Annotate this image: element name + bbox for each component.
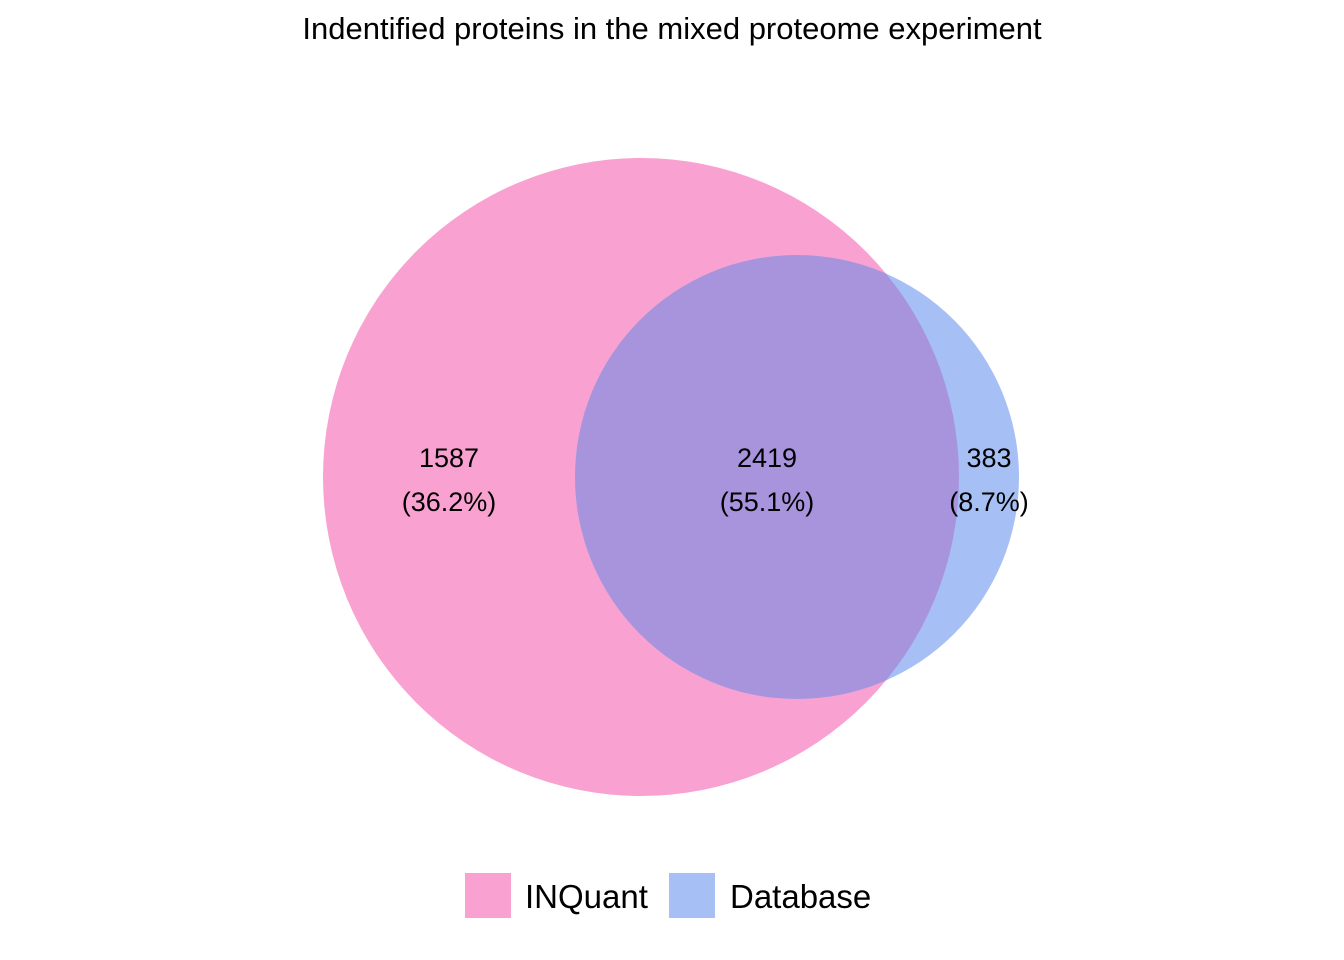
overlap-region [575, 255, 959, 699]
database-only-count: 383 [966, 443, 1011, 473]
legend-label-inquant: INQuant [525, 878, 648, 915]
legend-swatch-inquant [465, 873, 511, 918]
legend-label-database: Database [730, 878, 871, 915]
overlap-count: 2419 [737, 443, 797, 473]
inquant-only-count: 1587 [419, 443, 479, 473]
overlap-percent: (55.1%) [720, 487, 815, 517]
database-only-percent: (8.7%) [949, 487, 1029, 517]
inquant-only-percent: (36.2%) [402, 487, 497, 517]
legend: INQuant Database [465, 873, 871, 918]
chart-title: Indentified proteins in the mixed proteo… [302, 11, 1042, 46]
legend-swatch-database [669, 873, 715, 918]
